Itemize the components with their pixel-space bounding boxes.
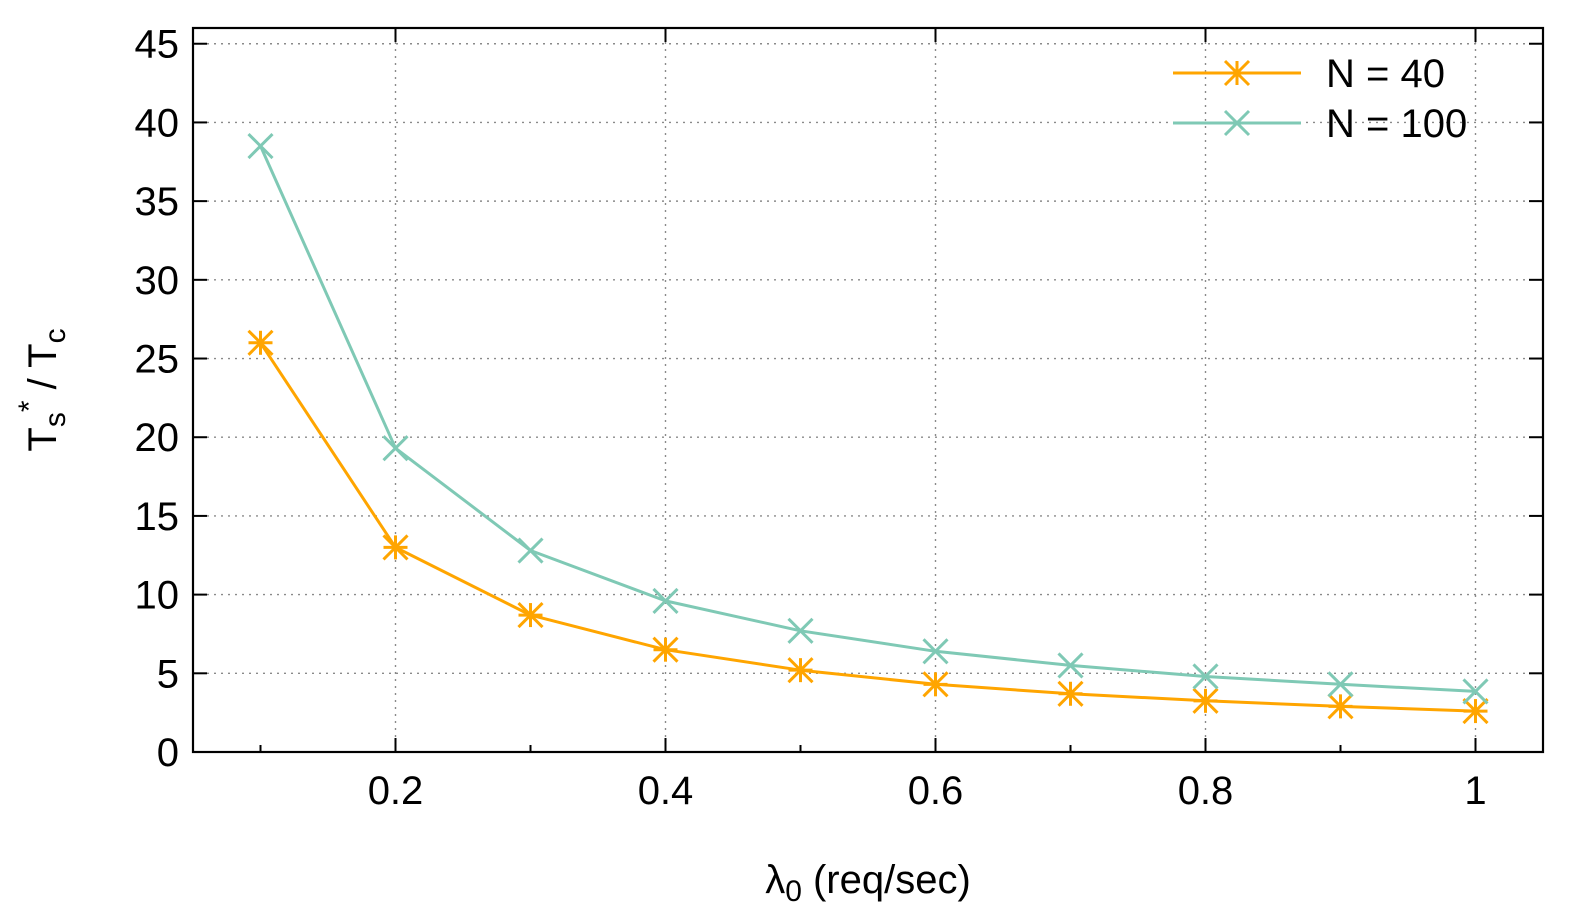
- series-2-point: [382, 435, 409, 462]
- series-1-point: [382, 534, 409, 561]
- series-2-point: [652, 587, 679, 614]
- grid-lines: [193, 28, 1543, 752]
- x-axis-symbol: λ: [765, 858, 785, 902]
- axis-ticks: [193, 28, 1543, 753]
- x-tick-label: 0.8: [1178, 769, 1234, 813]
- legend-marker-2: [1223, 109, 1251, 137]
- data-markers: [247, 132, 1489, 725]
- y-tick-label: 25: [135, 338, 180, 382]
- series-1-point: [1327, 693, 1354, 720]
- series-2-point: [1057, 652, 1084, 679]
- x-tick-label: 1: [1464, 769, 1486, 813]
- x-axis-subscript: 0: [785, 875, 802, 908]
- y-axis-mid: / T: [21, 343, 65, 400]
- series-1-point: [1057, 680, 1084, 707]
- legend: N = 40 N = 100: [1173, 52, 1467, 146]
- series-2-point: [517, 537, 544, 564]
- tick-labels: 0 5 10 15 20 25 30 35 40 45 0.2 0.4 0.6 0.8 1: [135, 23, 1487, 813]
- plot-frame: [191, 26, 1545, 754]
- x-axis-title: λ0 (req/sec): [765, 858, 971, 908]
- series-2-point: [1192, 663, 1219, 690]
- y-tick-label: 45: [135, 23, 180, 67]
- legend-marker-1: [1223, 59, 1251, 87]
- series-2-point: [247, 132, 274, 160]
- series-1-point: [652, 636, 679, 663]
- series-2-point: [1327, 671, 1354, 698]
- y-tick-label: 40: [135, 101, 180, 145]
- y-tick-label: 35: [135, 180, 180, 224]
- x-tick-label: 0.4: [638, 769, 694, 813]
- series-1-point: [787, 657, 814, 684]
- x-tick-label: 0.2: [368, 769, 424, 813]
- legend-label-1: N = 40: [1326, 52, 1445, 96]
- x-tick-label: 0.6: [908, 769, 964, 813]
- series-1-point: [1462, 698, 1489, 725]
- y-tick-label: 30: [135, 259, 180, 303]
- y-tick-label: 0: [157, 731, 179, 775]
- series-2-point: [922, 638, 949, 665]
- x-axis-unit: (req/sec): [802, 858, 971, 902]
- y-axis-base: T: [21, 427, 65, 451]
- series-2-point: [787, 617, 814, 644]
- series-line-2: [259, 145, 1476, 693]
- y-tick-label: 5: [157, 652, 179, 696]
- y-axis-sub1: s: [39, 412, 72, 427]
- legend-label-2: N = 100: [1326, 102, 1467, 146]
- series-line-1: [259, 341, 1476, 713]
- y-tick-label: 10: [135, 574, 180, 618]
- series-1-point: [247, 329, 274, 356]
- series-lines: [259, 145, 1476, 713]
- y-tick-label: 15: [135, 495, 180, 539]
- series-2-point: [1462, 678, 1489, 705]
- y-axis-sub2: c: [39, 328, 72, 343]
- series-1-point: [922, 671, 949, 698]
- series-1-point: [517, 602, 544, 629]
- y-axis-sup: *: [13, 400, 46, 412]
- series-1-point: [1192, 687, 1219, 714]
- y-axis-title: Ts* / Tc: [13, 328, 72, 451]
- y-tick-label: 20: [135, 416, 180, 460]
